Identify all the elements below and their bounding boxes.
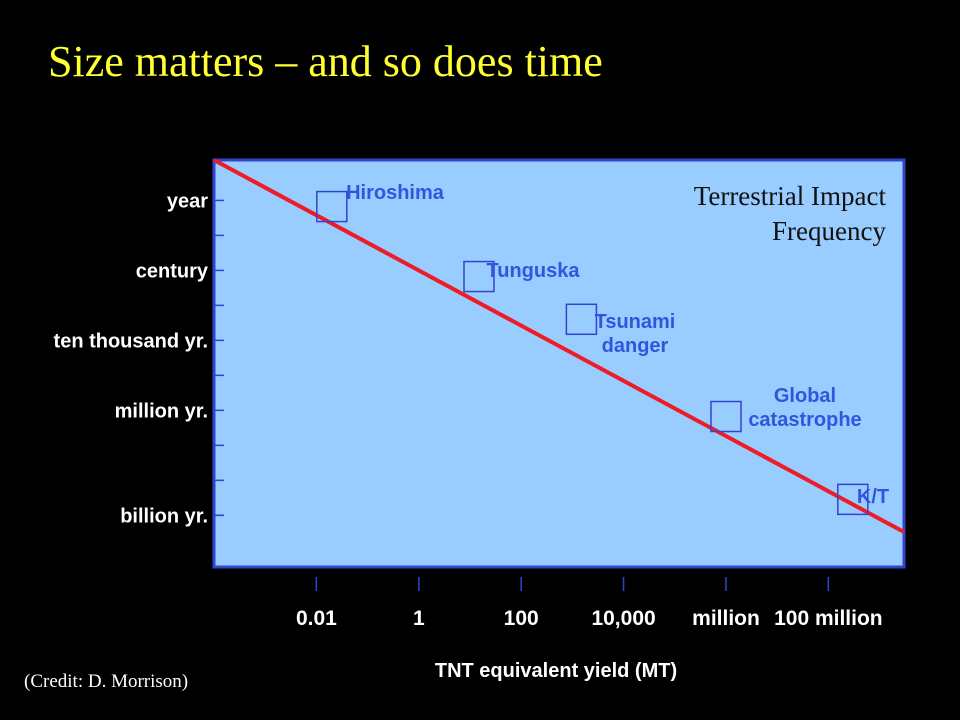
event-label: Tunguska <box>487 260 581 282</box>
event-label: Hiroshima <box>346 182 445 204</box>
event-marker <box>710 400 742 433</box>
x-tick-label: 10,000 <box>591 607 655 630</box>
y-tick-label: billion yr. <box>120 505 208 527</box>
slide-title: Size matters – and so does time <box>48 37 603 86</box>
event-label: Tsunami <box>595 311 676 333</box>
credit-note: (Credit: D. Morrison) <box>24 671 189 692</box>
event-marker <box>837 483 869 516</box>
chart-title-line: Frequency <box>772 216 886 246</box>
y-tick-label: century <box>136 260 209 282</box>
event-label: catastrophe <box>748 409 861 431</box>
x-tick-label: 100 <box>504 607 539 630</box>
event-marker <box>463 260 495 293</box>
x-tick-label: 0.01 <box>296 607 337 630</box>
event-label: danger <box>602 335 669 357</box>
y-tick-label: million yr. <box>115 400 208 422</box>
y-tick-label: year <box>167 190 208 212</box>
x-tick-label: 100 million <box>774 607 883 630</box>
plot-area <box>212 158 906 569</box>
event-label: Global <box>774 385 836 407</box>
event-label: K/T <box>857 486 889 508</box>
x-tick-label: 1 <box>413 607 425 630</box>
chart-title-line: Terrestrial Impact <box>694 181 887 211</box>
event-marker <box>565 303 598 336</box>
x-axis-title: TNT equivalent yield (MT) <box>435 660 677 682</box>
y-tick-label: ten thousand yr. <box>54 330 208 352</box>
x-tick-label: million <box>692 607 760 630</box>
event-marker <box>316 190 348 223</box>
